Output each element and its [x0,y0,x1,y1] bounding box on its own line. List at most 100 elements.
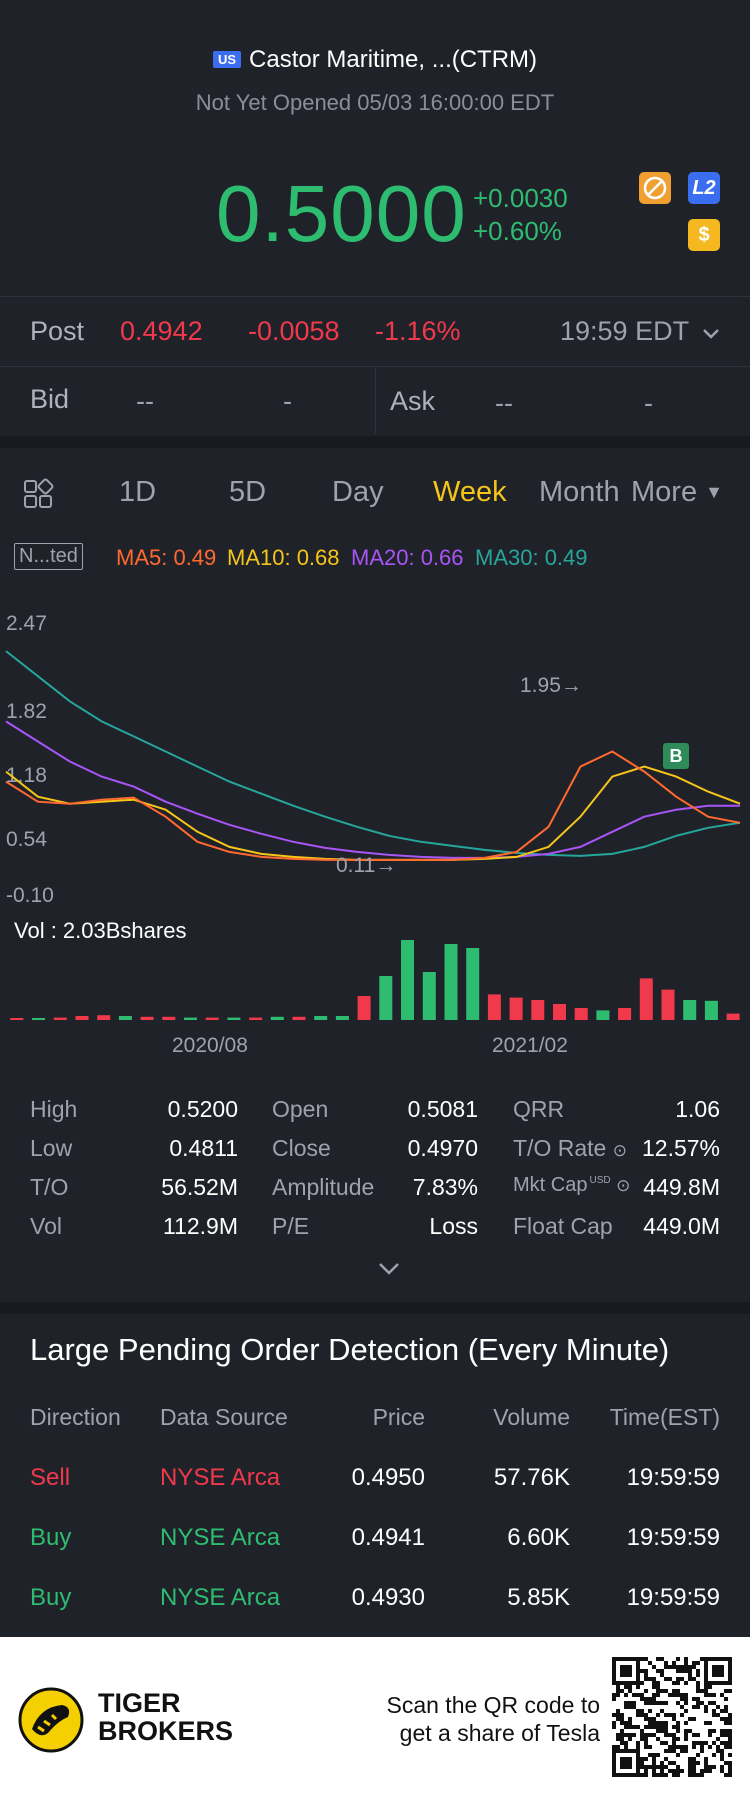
volume-bar [97,1015,111,1020]
dollar-icon[interactable]: $ [688,219,720,251]
stat-turnover: T/O 56.52M [30,1174,238,1200]
qr-module [676,1689,680,1693]
qr-module [632,1705,636,1709]
promo-footer[interactable]: TIGER BROKERS Scan the QR code to get a … [0,1637,750,1797]
post-time-dropdown[interactable]: 19:59 EDT [560,316,720,347]
qr-module [656,1689,660,1693]
qr-module [720,1709,724,1713]
no-trade-icon[interactable] [639,172,671,204]
volume-bar [379,976,393,1020]
qr-module [676,1657,680,1661]
qr-module [724,1709,728,1713]
tab-week[interactable]: Week [433,476,507,508]
y-tick-1: 1.82 [6,700,47,723]
tab-5d[interactable]: 5D [229,476,267,508]
ask-label: Ask [390,386,436,416]
qr-module [708,1765,712,1769]
col-direction: Direction [30,1404,121,1430]
qr-module [628,1733,632,1737]
ma-line-ma30 [5,650,741,857]
stat-market-cap[interactable]: Mkt Cap USD ⊙ 449.8M [513,1174,720,1200]
qr-module [692,1733,696,1737]
qr-module [644,1745,648,1749]
tab-month[interactable]: Month [539,476,620,508]
qr-module [684,1669,688,1673]
qr-module [728,1729,732,1733]
qr-module [624,1705,628,1709]
qr-module [652,1769,656,1773]
bid-size: - [283,386,292,416]
ma20-label: MA20: 0.66 [351,545,464,570]
volume-bar [32,1018,45,1020]
qr-module [628,1725,632,1729]
qr-module [696,1669,700,1673]
qr-code-icon[interactable] [612,1657,732,1777]
qr-module [696,1761,700,1765]
qr-module [616,1713,620,1717]
stat-volume: Vol 112.9M [30,1213,238,1239]
info-icon[interactable]: ⊙ [612,1141,627,1160]
qr-module [644,1697,648,1701]
tab-1d[interactable]: 1D [119,476,157,508]
qr-module [680,1665,684,1669]
qr-module [728,1717,732,1721]
qr-module [668,1713,672,1717]
qr-module [696,1753,700,1757]
qr-module [660,1657,664,1661]
qr-module [720,1733,724,1737]
qr-module [676,1681,680,1685]
qr-module [708,1769,712,1773]
tab-more-label: More [631,476,698,508]
qr-module [660,1741,664,1745]
qr-module [664,1729,668,1733]
table-row[interactable]: Buy NYSE Arca 0.4930 5.85K 19:59:59 [30,1584,720,1611]
divider [0,296,750,297]
qr-module [632,1733,636,1737]
adjust-mode-button[interactable]: N...ted [14,543,83,570]
high-marker: 1.95→ [520,674,582,697]
qr-module [676,1669,680,1673]
stat-amplitude: Amplitude 7.83% [272,1174,478,1200]
qr-module [724,1729,728,1733]
qr-module [648,1725,652,1729]
table-row[interactable]: Sell NYSE Arca 0.4950 57.76K 19:59:59 [30,1464,720,1491]
price-chart[interactable] [0,610,750,900]
info-icon[interactable]: ⊙ [616,1176,631,1195]
price-change-pct: +0.60% [473,216,562,246]
qr-module [664,1773,668,1777]
buy-marker[interactable]: B [663,743,689,769]
qr-module [692,1745,696,1749]
qr-module [652,1753,656,1757]
qr-module [728,1761,732,1765]
qr-module [724,1697,728,1701]
layout-grid-icon[interactable] [22,478,54,515]
qr-finder [712,1665,724,1677]
level2-icon[interactable]: L2 [688,172,720,204]
qr-module [664,1689,668,1693]
qr-module [616,1733,620,1737]
qr-module [724,1721,728,1725]
qr-module [692,1773,696,1777]
tab-more[interactable]: More ▼ [631,476,723,509]
stat-turnover-rate[interactable]: T/O Rate ⊙ 12.57% [513,1135,720,1161]
qr-module [712,1729,716,1733]
qr-module [688,1677,692,1681]
volume-chart[interactable] [0,940,750,1022]
qr-module [644,1673,648,1677]
qr-module [648,1721,652,1725]
tab-day[interactable]: Day [332,476,384,508]
table-row[interactable]: Buy NYSE Arca 0.4941 6.60K 19:59:59 [30,1524,720,1551]
qr-module [688,1669,692,1673]
expand-stats-icon[interactable] [378,1262,400,1281]
price-change: +0.0030 [473,183,568,213]
caret-down-icon: ▼ [705,482,723,502]
volume-bar [162,1016,176,1020]
qr-module [628,1721,632,1725]
volume-bar [335,1016,349,1020]
qr-module [680,1669,684,1673]
qr-module [656,1685,660,1689]
qr-module [684,1709,688,1713]
qr-module [684,1681,688,1685]
qr-module [676,1725,680,1729]
qr-module [636,1693,640,1697]
